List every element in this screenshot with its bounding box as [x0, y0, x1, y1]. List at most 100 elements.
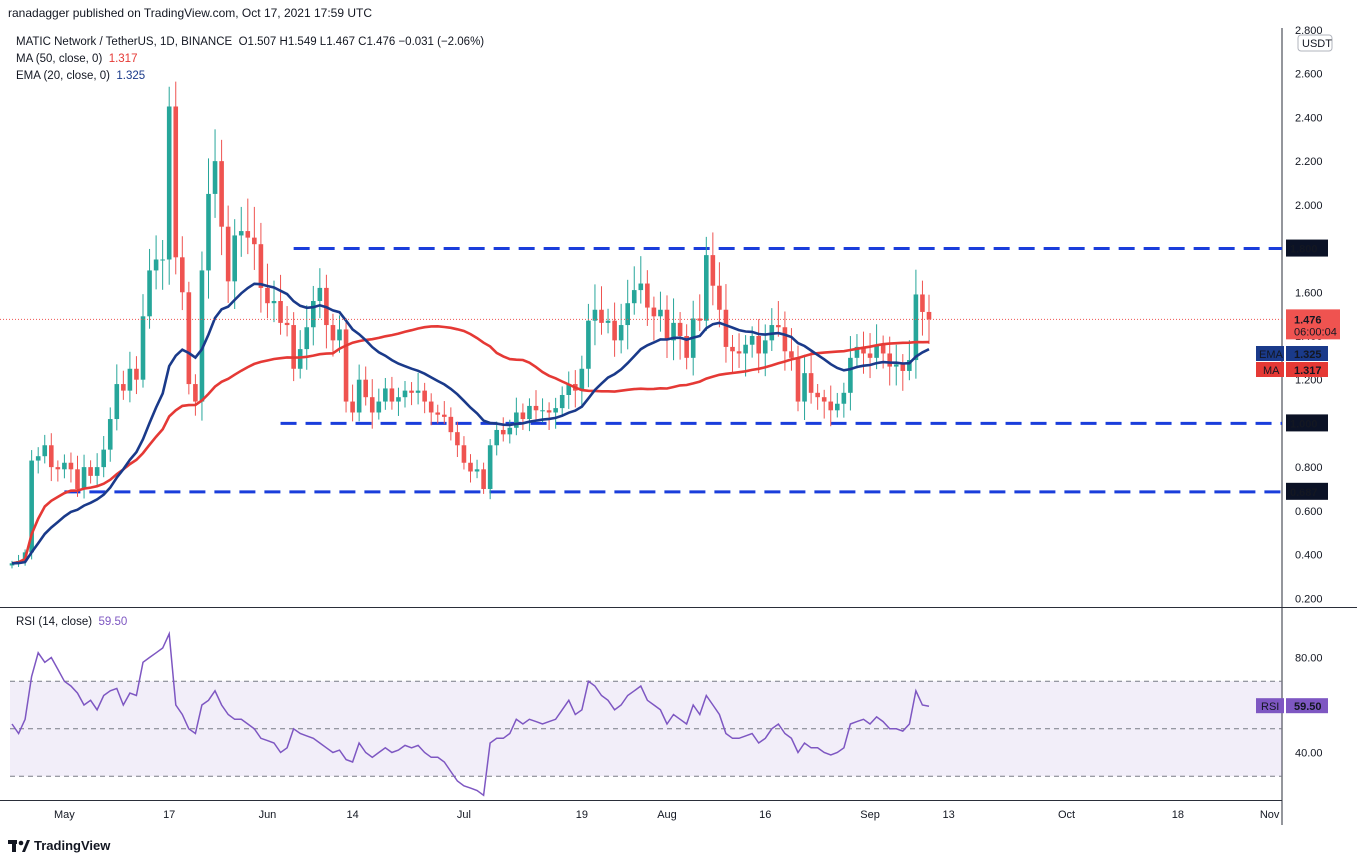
candle-body — [514, 412, 519, 428]
candle-body — [9, 563, 15, 566]
candle-body — [49, 445, 54, 468]
candle-body — [730, 346, 735, 352]
ema-legend: EMA (20, close, 0) 1.325 — [16, 68, 484, 85]
candle-body — [363, 379, 368, 398]
price-tick-label: 2.600 — [1295, 69, 1323, 81]
candle-body — [926, 311, 932, 320]
candle-body — [920, 294, 925, 312]
candle-body — [874, 344, 879, 358]
level-badge — [1286, 239, 1328, 257]
candle-body — [684, 335, 689, 358]
price-tick-label: 1.200 — [1295, 375, 1323, 387]
time-tick-label: Oct — [1058, 809, 1075, 821]
symbol-line: MATIC Network / TetherUS, 1D, BINANCE O1… — [16, 34, 484, 51]
candle-body — [887, 353, 892, 367]
candle-body — [369, 397, 375, 413]
candle-body — [481, 469, 486, 489]
candle-body — [658, 309, 663, 317]
candle-body — [579, 368, 585, 391]
candle-body — [271, 301, 277, 304]
candle-body — [245, 231, 251, 238]
rsi-label: RSI (14, close) — [16, 616, 93, 628]
ema-value-badge — [1286, 346, 1328, 361]
candle-body — [815, 392, 820, 398]
publisher-line: ranadagger published on TradingView.com,… — [8, 6, 373, 20]
ma-value: 1.317 — [108, 53, 138, 65]
candle-body — [238, 231, 244, 236]
last-price-value: 1.476 — [1294, 314, 1322, 326]
ma-value-badge — [1286, 362, 1328, 377]
rsi-value-badge — [1286, 698, 1328, 714]
candle-body — [854, 346, 860, 358]
last-price-badge — [1286, 309, 1340, 340]
candle-body — [880, 344, 886, 354]
candle-body — [599, 309, 604, 323]
candle-body — [704, 255, 709, 321]
level-badge — [1286, 482, 1328, 500]
candle-body — [219, 161, 224, 227]
candle-body — [907, 360, 912, 371]
candle-body — [193, 384, 198, 402]
candle-body — [638, 283, 644, 291]
candle-body — [291, 325, 296, 369]
candle-body — [736, 351, 742, 354]
candle-body — [356, 379, 362, 413]
level-badge-label: 1.800 — [1290, 244, 1318, 256]
rsi-name-badge — [1256, 698, 1284, 714]
candle-body — [677, 322, 683, 336]
rsi-tick-label: 80.00 — [1295, 653, 1323, 665]
price-tick-label: 2.800 — [1295, 25, 1323, 37]
candle-body — [795, 357, 801, 402]
candle-body — [121, 384, 126, 391]
candle-body — [789, 351, 794, 358]
candle-body — [520, 412, 526, 420]
candle-body — [559, 394, 565, 409]
candle-body — [68, 462, 74, 470]
candle-body — [566, 384, 572, 395]
candle-body — [913, 294, 919, 361]
candle-body — [258, 244, 264, 288]
candle-body — [861, 346, 866, 354]
price-tick-label: 1.600 — [1295, 287, 1323, 299]
currency-badge[interactable] — [1297, 34, 1333, 52]
level-badge — [1286, 414, 1328, 432]
candle-body — [776, 325, 781, 328]
candle-body — [592, 309, 598, 321]
time-tick-label: May — [54, 809, 75, 821]
candle-body — [206, 193, 211, 271]
rsi-value: 59.50 — [98, 616, 128, 628]
price-tick-label: 2.400 — [1295, 112, 1323, 124]
ema-value: 1.325 — [116, 70, 146, 82]
price-tick-label: 0.200 — [1295, 593, 1323, 605]
candle-body — [265, 287, 270, 304]
candle-body — [278, 301, 283, 323]
candle-body — [396, 397, 401, 402]
time-tick-label: Jun — [259, 809, 277, 821]
candle-body — [717, 285, 722, 310]
time-tick-label: Sep — [860, 809, 880, 821]
candle-body — [166, 106, 172, 260]
candle-body — [180, 257, 185, 293]
candle-body — [645, 283, 650, 308]
candle-body — [461, 445, 467, 463]
ma-name-label: MA — [1263, 365, 1280, 377]
candle-body — [134, 368, 139, 380]
candle-body — [723, 309, 729, 347]
candle-body — [710, 255, 716, 286]
candle-body — [893, 364, 899, 367]
brand-name: TradingView — [34, 838, 111, 853]
candle-body — [55, 467, 61, 470]
candle-body — [448, 416, 454, 433]
candle-body — [376, 401, 382, 413]
candle-body — [114, 384, 120, 420]
candle-body — [232, 235, 237, 282]
rsi-legend: RSI (14, close) 59.50 — [16, 616, 127, 628]
candle-body — [494, 429, 499, 446]
candle-body — [762, 340, 768, 354]
ema-label: EMA (20, close, 0) — [16, 70, 110, 82]
candle-body — [828, 401, 834, 411]
price-tick-label: 2.000 — [1295, 200, 1323, 212]
candle-body — [173, 106, 179, 258]
candle-body — [350, 401, 355, 413]
